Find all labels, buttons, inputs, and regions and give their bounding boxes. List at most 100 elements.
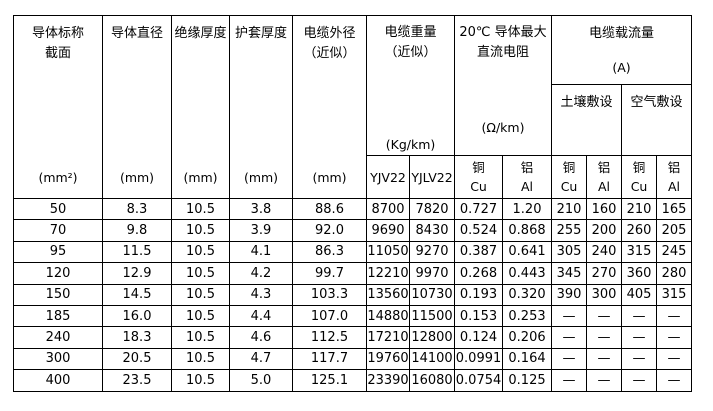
table-cell: 10.5 — [171, 219, 230, 242]
metal-label-zh: 铜 — [562, 160, 576, 175]
table-cell: 50 — [13, 197, 103, 221]
table-row: 70 9.8 10.5 3.9 92.0 9690 8430 0.524 0.868 255 200… — [13, 219, 693, 242]
table-cell: 10.5 — [171, 283, 230, 306]
table-cell: 9270 — [408, 240, 456, 264]
table-cell: 14880 — [366, 304, 410, 328]
column-title-line: 截面 — [44, 45, 71, 61]
table-cell: 20.5 — [102, 347, 172, 371]
column-unit: (Kg/km) — [385, 137, 436, 152]
column-unit: (A) — [612, 60, 631, 75]
column-unit: (mm²) — [38, 169, 78, 185]
table-cell: 305 — [551, 240, 588, 264]
metal-label-en: Cu — [470, 179, 487, 194]
table-cell: 0.0754 — [454, 369, 504, 392]
table-cell: — — [656, 326, 693, 349]
table-cell: 260 — [621, 219, 658, 242]
header-dc-resistance-group: 20℃ 导体最大 直流电阻 (Ω/km) — [454, 15, 553, 156]
table-cell: 5.0 — [229, 369, 293, 392]
table-cell: 112.5 — [292, 326, 367, 349]
header-cell-layout: 绝缘厚度 (mm) — [173, 17, 229, 198]
table-cell: 9690 — [366, 219, 410, 242]
table-cell: 405 — [621, 283, 658, 306]
table-cell: 99.7 — [292, 262, 367, 285]
table-cell: 0.524 — [454, 219, 504, 242]
header-yjv22: YJV22 — [366, 155, 410, 199]
column-title-line: 导体直径 — [110, 25, 163, 41]
table-cell: 23.5 — [102, 369, 172, 392]
table-cell: 8700 — [366, 197, 410, 221]
header-soil-aluminum: 铝 Al — [586, 155, 623, 199]
metal-label-zh: 铝 — [520, 160, 534, 175]
table-cell: 10.5 — [171, 326, 230, 349]
table-cell: 160 — [586, 197, 623, 221]
table-cell: 400 — [13, 369, 103, 392]
header-air-aluminum: 铝 Al — [656, 155, 693, 199]
table-cell: — — [551, 369, 588, 392]
table-body: 50 8.3 10.5 3.8 88.6 8700 7820 0.727 1.20 210 160 2… — [13, 197, 693, 392]
table-cell: 210 — [621, 197, 658, 221]
header-resistance-aluminum: 铝 Al — [502, 155, 553, 199]
table-cell: — — [656, 304, 693, 328]
column-title: 护套厚度 — [235, 24, 287, 44]
header-cable-weight-group: 电缆重量 （近似） (Kg/km) — [365, 15, 456, 156]
metal-label: 铝 Al — [658, 158, 691, 196]
table-cell: 0.206 — [502, 326, 553, 349]
table-cell: 1.20 — [502, 197, 553, 221]
table-cell: 9970 — [408, 262, 456, 285]
metal-label: 铝 Al — [504, 158, 551, 196]
column-title-line: 20℃ 导体最大 — [459, 25, 547, 40]
header-cell-layout: 20℃ 导体最大 直流电阻 (Ω/km) — [456, 17, 551, 155]
header-air-copper: 铜 Cu — [621, 155, 658, 199]
header-cell-layout: 电缆重量 （近似） (Kg/km) — [368, 17, 454, 155]
table-cell: 0.443 — [502, 262, 553, 285]
table-cell: 23390 — [366, 369, 410, 392]
table-cell: 0.164 — [502, 347, 553, 371]
header-yjlv22: YJLV22 — [408, 155, 456, 199]
table-cell: 10.5 — [171, 197, 230, 221]
metal-label-zh: 铝 — [667, 160, 681, 175]
table-cell: 10.5 — [171, 369, 230, 392]
table-row: 185 16.0 10.5 4.4 107.0 14880 11500 0.153 0.253—… — [13, 304, 693, 328]
header-resistance-copper: 铜 Cu — [454, 155, 504, 199]
metal-label-zh: 铜 — [632, 160, 646, 175]
metal-label: 铜 Cu — [553, 158, 586, 196]
column-title: 导体标称 截面 — [32, 24, 84, 64]
table-cell: 315 — [621, 240, 658, 264]
column-title-line: 护套厚度 — [234, 25, 287, 41]
header-conductor-nominal-section: 导体标称 截面 (mm²) — [13, 15, 103, 199]
table-cell: 390 — [551, 283, 588, 306]
table-cell: 210 — [551, 197, 588, 221]
table-cell: 120 — [13, 262, 103, 285]
table-cell: 107.0 — [292, 304, 367, 328]
table-row: 240 18.3 10.5 4.6 112.5 17210 12800 0.124 0.206—… — [13, 326, 693, 349]
metal-label-en: Al — [598, 179, 611, 194]
table-cell: — — [586, 369, 623, 392]
column-title-line: 电缆重量 — [384, 25, 437, 40]
header-cell-layout: 护套厚度 (mm) — [231, 17, 292, 198]
table-cell: 8.3 — [102, 197, 172, 221]
table-cell: 360 — [621, 262, 658, 285]
table-cell: 92.0 — [292, 219, 367, 242]
table-cell: 19760 — [366, 347, 410, 371]
column-title: 导体直径 — [111, 24, 163, 44]
table-cell: 255 — [551, 219, 588, 242]
header-cell-layout: 导体标称 截面 (mm²) — [15, 17, 102, 198]
table-cell: 300 — [586, 283, 623, 306]
table-cell: 10.5 — [171, 304, 230, 328]
table-cell: — — [586, 347, 623, 371]
table-cell: 185 — [13, 304, 103, 328]
table-row: 120 12.9 10.5 4.2 99.7 12210 9970 0.268 0.443 345… — [13, 262, 693, 285]
table-cell: — — [656, 347, 693, 371]
table-cell: 10.5 — [171, 240, 230, 264]
table-cell: 0.125 — [502, 369, 553, 392]
metal-label-en: Al — [521, 179, 534, 194]
table-cell: — — [586, 326, 623, 349]
table-cell: 4.1 — [229, 240, 293, 264]
table-cell: 0.387 — [454, 240, 504, 264]
header-conductor-diameter: 导体直径 (mm) — [102, 15, 172, 199]
table-cell: 240 — [586, 240, 623, 264]
table-cell: — — [551, 347, 588, 371]
column-title-line: 电缆外径 — [303, 25, 356, 41]
table-cell: — — [656, 369, 693, 392]
cable-spec-table: 导体标称 截面 (mm²) 导体直径 (mm) — [13, 15, 693, 392]
